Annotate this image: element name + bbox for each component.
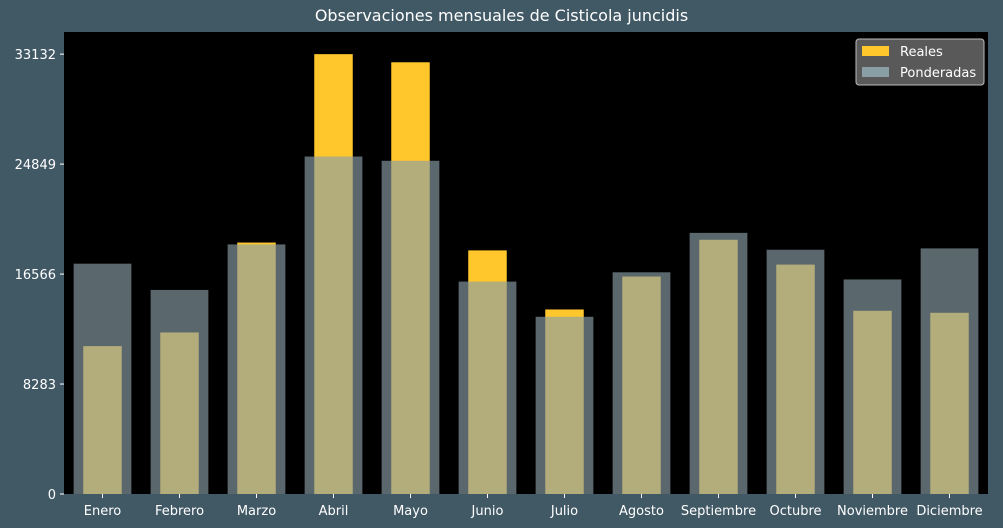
x-tick-label: Marzo — [237, 504, 276, 519]
x-tick-label: Noviembre — [837, 504, 908, 519]
y-tick-label: 16566 — [15, 268, 56, 283]
legend: Reales Ponderadas — [855, 38, 985, 86]
x-tick-label: Septiembre — [681, 504, 756, 519]
plot-area — [64, 32, 988, 494]
legend-label-ponderadas: Ponderadas — [900, 66, 976, 81]
bar-ponderadas-agosto — [612, 272, 671, 494]
y-tick-label: 24849 — [15, 158, 56, 173]
legend-label-reales: Reales — [900, 45, 943, 60]
x-tick-label: Abril — [319, 504, 349, 519]
legend-swatch-ponderadas — [862, 67, 889, 77]
bar-ponderadas-febrero — [150, 289, 209, 494]
chart-title: Observaciones mensuales de Cisticola jun… — [314, 6, 689, 25]
y-tick-label: 8283 — [23, 378, 56, 393]
legend-swatch-reales — [862, 46, 889, 56]
x-tick-label: Enero — [84, 504, 122, 519]
bar-ponderadas-septiembre — [689, 232, 748, 494]
x-tick-label: Junio — [471, 504, 504, 519]
bar-ponderadas-abril — [304, 156, 363, 494]
x-tick-label: Diciembre — [916, 504, 982, 519]
x-tick-label: Julio — [550, 504, 578, 519]
bar-ponderadas-noviembre — [843, 279, 902, 494]
axes-group: Enero Febrero Marzo Abril Mayo Junio Julio Agos… — [15, 48, 983, 519]
bar-ponderadas-julio — [535, 316, 594, 494]
x-tick-label: Febrero — [155, 504, 204, 519]
x-tick-label: Octubre — [769, 504, 821, 519]
bars-group — [73, 54, 979, 495]
y-tick-label: 0 — [48, 488, 56, 503]
bar-ponderadas-octubre — [766, 249, 825, 494]
x-tick-label: Mayo — [393, 504, 428, 519]
bar-ponderadas-junio — [458, 281, 517, 494]
y-tick-label: 33132 — [15, 48, 56, 63]
x-tick-label: Agosto — [619, 504, 664, 519]
bar-ponderadas-enero — [73, 263, 132, 494]
bar-ponderadas-diciembre — [920, 248, 979, 494]
bar-ponderadas-mayo — [381, 160, 440, 494]
bar-ponderadas-marzo — [227, 244, 286, 494]
